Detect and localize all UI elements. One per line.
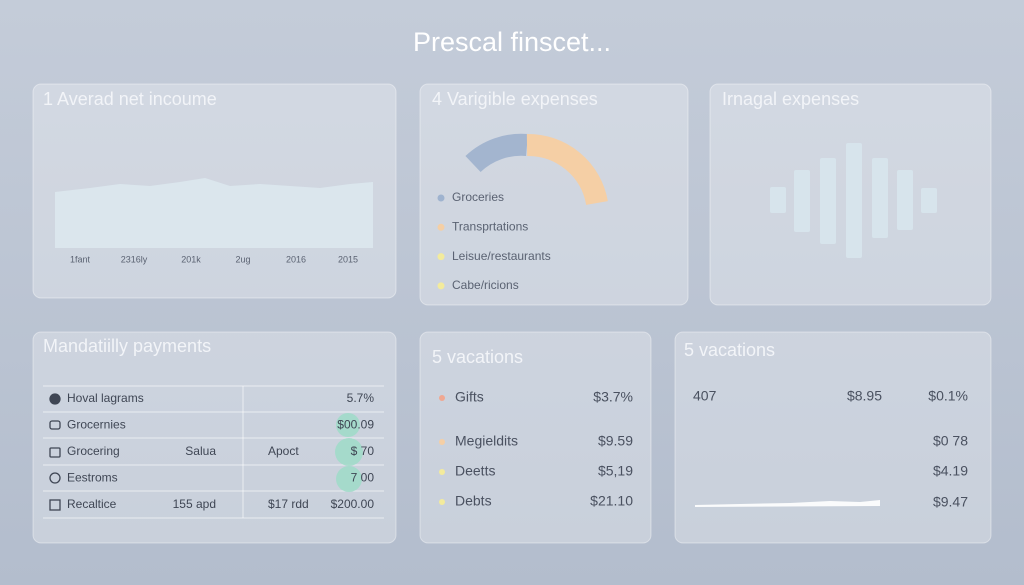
highlight [336,413,360,437]
bar-shape [897,170,913,230]
cell: $00.09 [337,418,374,432]
icon [49,393,61,405]
legend-label: Leisue/restaurants [452,249,551,263]
bars [770,143,937,258]
area-chart [55,178,373,248]
bar-shape [872,158,888,238]
row-value: $5,19 [598,463,633,479]
panel-title: 1 Averad net incoume [43,89,217,109]
row-value: $21.10 [590,493,633,509]
panel [419,331,652,544]
cell: 7 00 [351,471,375,485]
panel-title: 4 Varigible expenses [432,89,598,109]
panel-title: 5 vacations [684,340,775,360]
bar-shape [846,143,862,258]
cell: Recaltice [67,497,117,511]
icon [49,447,61,458]
row-icons [49,393,61,511]
highlight [336,466,362,492]
x-label: 201k [181,254,201,264]
cell: Grocering [67,444,120,458]
cell: $4.19 [933,463,968,479]
row-label: Deetts [455,463,495,479]
icon [49,420,61,430]
row-dot [439,469,445,475]
cell: $9.47 [933,494,968,510]
panel-title: Mandatiilly payments [43,336,211,356]
row-dot [439,499,445,505]
legend-label: Transprtations [452,219,528,233]
cell: Hoval lagrams [67,391,144,405]
row-dot [439,439,445,445]
cell: $ 70 [351,444,375,458]
highlight [335,438,363,466]
bar-shape [820,158,836,244]
cell: $17 rdd [268,497,309,511]
row-label: Debts [455,493,492,509]
cell: $0.1% [928,388,968,404]
row-value: $9.59 [598,433,633,449]
cell: $0 78 [933,433,968,449]
x-label: 2ug [235,254,250,264]
highlights [335,413,363,492]
panel-title: 5 vacations [432,347,523,367]
bar-shape [794,170,810,232]
donut-segment [526,133,608,206]
legend-dot [437,194,445,202]
icon [49,499,61,511]
cell: 5.7% [347,391,375,405]
legend-label: Cabe/ricions [452,278,519,292]
x-label: 2316ly [121,254,148,264]
cell: 155 apd [173,497,216,511]
row-label: Megieldits [455,433,518,449]
legend-label: Groceries [452,190,504,204]
cell: Grocernies [67,418,126,432]
cell: $200.00 [331,497,375,511]
x-label: 2016 [286,254,306,264]
legend-dot [437,282,445,290]
cell: Salua [185,444,216,458]
cell: 407 [693,388,717,404]
table-lines [43,385,384,519]
page-title: Prescal finscet... [413,27,611,57]
cell: $8.95 [847,388,882,404]
legend-dot [437,253,445,261]
row-value: $3.7% [593,389,633,405]
cell: Eestroms [67,471,118,485]
legend-dot [437,223,445,231]
cell: Apoct [268,444,299,458]
sparkline [695,500,880,507]
bar-shape [921,188,937,213]
bar-shape [770,187,786,213]
donut-segment [465,133,528,173]
row-dot [439,395,445,401]
panel-title: Irnagal expenses [722,89,859,109]
icon [49,472,61,484]
x-label: 2015 [338,254,358,264]
row-label: Gifts [455,389,484,405]
x-label: 1fant [70,254,91,264]
panel [419,83,689,306]
panel [674,331,992,544]
